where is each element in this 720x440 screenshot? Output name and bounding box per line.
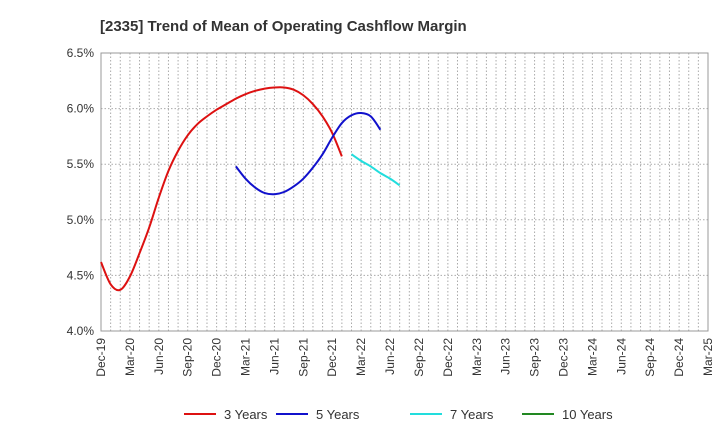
plot-area xyxy=(100,52,709,332)
x-tick-label: Mar-25 xyxy=(701,338,715,376)
legend: 3 Years 5 Years 7 Years 10 Years xyxy=(184,407,613,422)
legend-label: 5 Years xyxy=(316,407,360,422)
y-tick-label: 6.5% xyxy=(67,46,95,60)
x-tick-label: Mar-22 xyxy=(354,338,368,376)
y-tick-label: 5.5% xyxy=(67,157,95,171)
y-tick-label: 5.0% xyxy=(67,213,95,227)
y-tick-label: 4.5% xyxy=(67,268,95,282)
x-tick-label: Jun-20 xyxy=(152,338,166,375)
grid xyxy=(101,53,708,331)
x-axis: Dec-19 Mar-20 Jun-20 Sep-20 Dec-20 Mar-21 Jun-… xyxy=(94,338,715,377)
y-tick-label: 6.0% xyxy=(67,102,95,116)
x-tick-label: Sep-22 xyxy=(412,338,426,377)
x-tick-label: Jun-24 xyxy=(614,338,628,375)
x-tick-label: Sep-20 xyxy=(181,338,195,377)
x-tick-label: Jun-23 xyxy=(499,338,513,375)
series-line-5-years xyxy=(235,112,382,196)
x-tick-label: Jun-21 xyxy=(267,338,281,375)
legend-label: 7 Years xyxy=(450,407,494,422)
x-tick-label: Mar-21 xyxy=(239,338,253,376)
x-tick-label: Dec-21 xyxy=(325,338,339,377)
chart-title: [2335] Trend of Mean of Operating Cashfl… xyxy=(100,18,467,35)
series-line-7-years xyxy=(350,153,401,187)
x-tick-label: Dec-23 xyxy=(556,338,570,377)
legend-label: 3 Years xyxy=(224,407,268,422)
x-tick-label: Mar-23 xyxy=(470,338,484,376)
x-tick-label: Dec-20 xyxy=(210,338,224,377)
x-tick-label: Sep-23 xyxy=(528,338,542,377)
legend-label: 10 Years xyxy=(562,407,613,422)
x-tick-label: Dec-19 xyxy=(94,338,108,377)
series-line-3-years xyxy=(100,86,343,292)
x-tick-label: Sep-24 xyxy=(643,338,657,377)
y-axis: 4.0% 4.5% 5.0% 5.5% 6.0% 6.5% xyxy=(67,46,95,338)
x-tick-label: Jun-22 xyxy=(383,338,397,375)
y-tick-label: 4.0% xyxy=(67,324,95,338)
x-tick-label: Dec-24 xyxy=(672,338,686,377)
series-lines xyxy=(100,86,401,292)
x-tick-label: Sep-21 xyxy=(296,338,310,377)
x-tick-label: Mar-24 xyxy=(585,338,599,376)
x-tick-label: Dec-22 xyxy=(441,338,455,377)
x-tick-label: Mar-20 xyxy=(123,338,137,376)
